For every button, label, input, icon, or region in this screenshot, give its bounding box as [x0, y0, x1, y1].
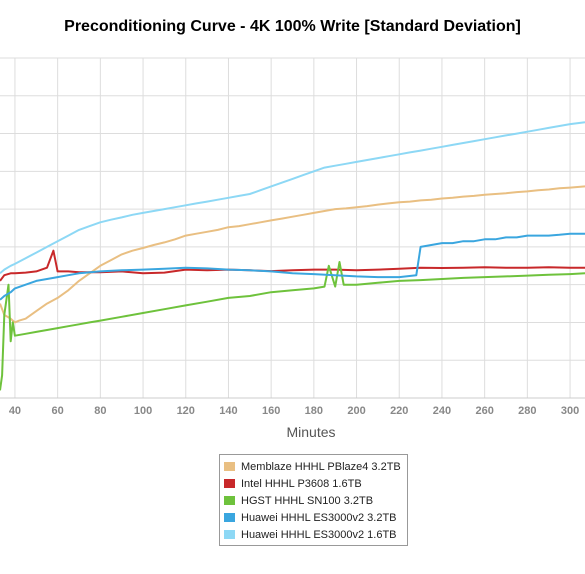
legend-item[interactable]: Huawei HHHL ES3000v2 3.2TB	[224, 509, 407, 526]
legend-label: Intel HHHL P3608 1.6TB	[241, 477, 362, 490]
legend-item[interactable]: Huawei HHHL ES3000v2 1.6TB	[224, 526, 407, 543]
x-tick-label: 160	[262, 405, 280, 417]
gridlines	[0, 57, 585, 399]
legend-item[interactable]: Intel HHHL P3608 1.6TB	[224, 475, 407, 492]
legend-swatch	[224, 479, 235, 488]
x-tick-label: 140	[219, 405, 237, 417]
legend-label: HGST HHHL SN100 3.2TB	[241, 494, 374, 507]
series-line-1	[0, 185, 585, 324]
legend-item[interactable]: Memblaze HHHL PBlaze4 3.2TB	[224, 458, 407, 475]
series-line-5	[0, 121, 585, 275]
series-lines	[0, 121, 585, 391]
x-tick-label: 200	[347, 405, 365, 417]
x-tick-label: 220	[390, 405, 408, 417]
x-tick-label: 180	[305, 405, 323, 417]
legend-label: Memblaze HHHL PBlaze4 3.2TB	[241, 460, 401, 473]
series-line-4	[0, 232, 585, 301]
series-line-3	[0, 261, 585, 391]
legend-swatch	[224, 513, 235, 522]
x-axis-label: Minutes	[286, 424, 335, 440]
x-tick-label: 300	[561, 405, 579, 417]
x-tick-label: 120	[177, 405, 195, 417]
legend-swatch	[224, 462, 235, 471]
x-tick-label: 240	[433, 405, 451, 417]
chart-title: Preconditioning Curve - 4K 100% Write [S…	[64, 18, 521, 35]
legend-swatch	[224, 496, 235, 505]
legend-label: Huawei HHHL ES3000v2 3.2TB	[241, 511, 397, 524]
x-tick-label: 280	[518, 405, 536, 417]
x-tick-label: 40	[9, 405, 21, 417]
x-tick-label: 60	[52, 405, 64, 417]
x-tick-label: 100	[134, 405, 152, 417]
x-tick-label: 260	[475, 405, 493, 417]
x-tick-label: 80	[94, 405, 106, 417]
legend-label: Huawei HHHL ES3000v2 1.6TB	[241, 528, 397, 541]
legend-swatch	[224, 530, 235, 539]
x-axis-ticks: 40 60 80 100 120 140 160 180 200 220 240 260 280 300	[9, 405, 579, 417]
legend-item[interactable]: HGST HHHL SN100 3.2TB	[224, 492, 407, 509]
legend: Memblaze HHHL PBlaze4 3.2TB Intel HHHL P3…	[219, 454, 408, 546]
